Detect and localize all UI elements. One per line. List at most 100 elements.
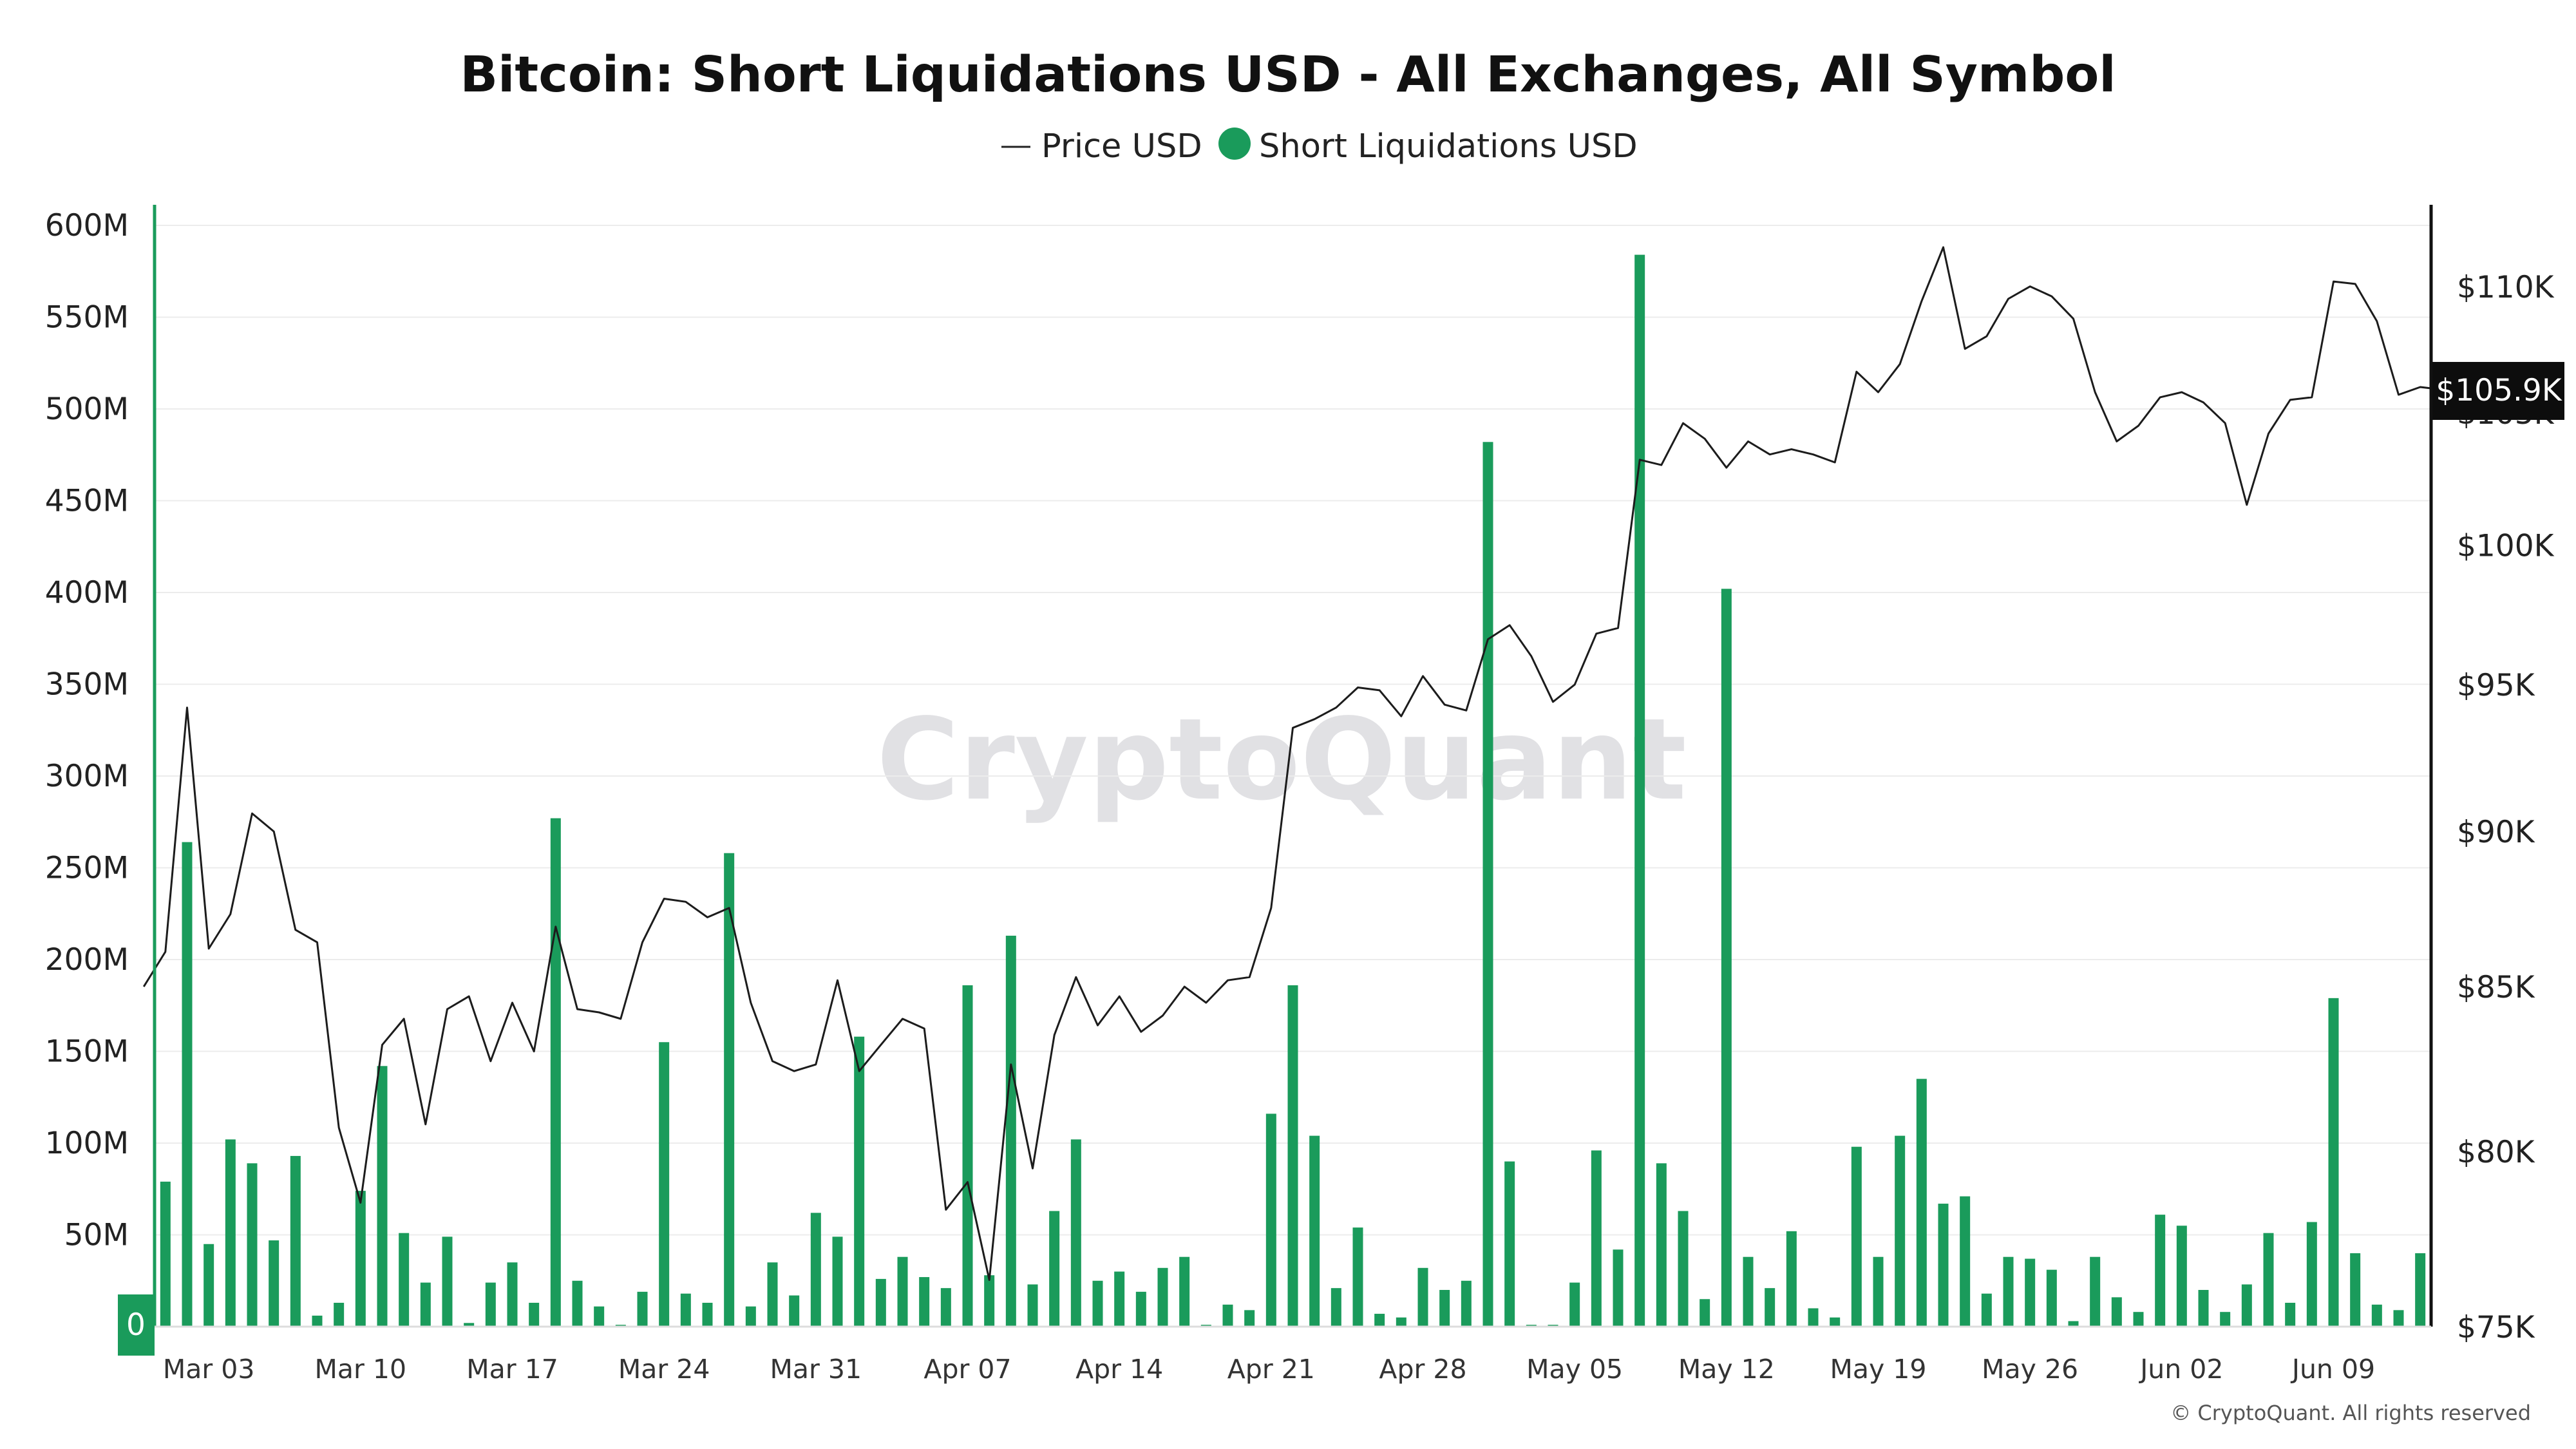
short-liquidation-bar[interactable] [1244,1310,1255,1327]
short-liquidation-bar[interactable] [2328,998,2339,1327]
short-liquidation-bar[interactable] [2003,1256,2014,1327]
short-liquidation-bar[interactable] [399,1233,410,1327]
short-liquidation-bar[interactable] [2025,1258,2036,1327]
short-liquidation-bar[interactable] [2111,1297,2122,1327]
short-liquidation-bar[interactable] [767,1262,778,1327]
short-liquidation-bar[interactable] [290,1155,301,1327]
short-liquidation-bar[interactable] [1092,1280,1103,1327]
short-liquidation-bar[interactable] [810,1213,821,1327]
legend-short-liq-label[interactable]: Short Liquidations USD [1259,128,1638,166]
short-liquidation-bar[interactable] [1504,1161,1515,1327]
short-liquidation-bar[interactable] [2350,1253,2361,1327]
short-liquidation-bar[interactable] [247,1163,258,1327]
short-liquidation-bar[interactable] [1439,1290,1450,1327]
short-liquidation-bar[interactable] [1721,589,1732,1327]
short-liquidation-bar[interactable] [1851,1146,1862,1327]
short-liquidation-bar[interactable] [1743,1256,1754,1327]
short-liquidation-bar[interactable] [984,1275,995,1327]
short-liquidation-bar[interactable] [2068,1321,2079,1327]
short-liquidation-bar[interactable] [442,1236,453,1327]
short-liquidation-bar[interactable] [637,1291,648,1327]
short-liquidation-bar[interactable] [789,1295,800,1327]
short-liquidation-bar[interactable] [1179,1256,1190,1327]
short-liquidation-bar[interactable] [464,1323,475,1327]
short-liquidation-bar[interactable] [1352,1227,1363,1327]
short-liquidation-bar[interactable] [1700,1299,1710,1327]
short-liquidation-bar[interactable] [940,1288,951,1327]
short-liquidation-bar[interactable] [507,1262,518,1327]
short-liquidation-bar[interactable] [1027,1284,1038,1327]
short-liquidation-bar[interactable] [745,1306,756,1327]
short-liquidation-bar[interactable] [724,853,735,1327]
short-liquidation-bar[interactable] [1222,1304,1233,1327]
short-liquidation-bar[interactable] [1765,1288,1776,1327]
short-liquidation-bar[interactable] [485,1282,496,1327]
short-liquidation-bar[interactable] [2176,1226,2187,1327]
short-liquidation-bar[interactable] [1634,254,1645,1327]
short-liquidation-bar[interactable] [334,1302,345,1327]
short-liquidation-bar[interactable] [2371,1304,2382,1327]
short-liquidation-bar[interactable] [160,1181,171,1327]
short-liquidation-bar[interactable] [2415,1253,2426,1327]
short-liquidation-bar[interactable] [550,818,561,1327]
short-liquidation-bar[interactable] [1873,1256,1884,1327]
short-liquidation-bar[interactable] [225,1139,236,1327]
short-liquidation-bar[interactable] [420,1282,431,1327]
short-liquidation-bar[interactable] [312,1315,323,1327]
short-liquidation-bar[interactable] [2393,1310,2404,1327]
short-liquidation-bar[interactable] [1808,1308,1819,1327]
short-liquidation-bar[interactable] [1417,1267,1428,1327]
short-liquidation-bar[interactable] [680,1293,691,1327]
short-liquidation-bar[interactable] [1569,1282,1580,1327]
short-liquidation-bar[interactable] [355,1191,366,1327]
short-liquidation-bar[interactable] [1461,1280,1472,1327]
short-liquidation-bar[interactable] [1135,1291,1146,1327]
short-liquidation-bar[interactable] [1157,1267,1168,1327]
short-liquidation-bar[interactable] [1613,1249,1624,1327]
short-liquidation-bar[interactable] [1656,1163,1667,1327]
short-liquidation-bar[interactable] [1482,442,1493,1327]
short-liquidation-bar[interactable] [2198,1290,2209,1327]
short-liquidation-bar[interactable] [702,1302,713,1327]
short-liquidation-bar[interactable] [1916,1079,1927,1327]
short-liquidation-bar[interactable] [2306,1222,2317,1327]
short-liquidation-bar[interactable] [1591,1150,1602,1327]
short-liquidation-bar[interactable] [1070,1139,1081,1327]
short-liquidation-bar[interactable] [1981,1293,1992,1327]
short-liquidation-bar[interactable] [377,1066,388,1327]
short-liquidation-bar[interactable] [1287,985,1298,1327]
short-liquidation-bar[interactable] [204,1244,214,1327]
short-liquidation-bar[interactable] [2241,1284,2252,1327]
short-liquidation-bar[interactable] [1114,1271,1125,1327]
short-liquidation-bar[interactable] [594,1306,605,1327]
short-liquidation-bar[interactable] [2046,1269,2057,1327]
short-liquidation-bar[interactable] [854,1036,865,1327]
short-liquidation-bar[interactable] [659,1042,670,1327]
short-liquidation-bar[interactable] [2285,1302,2296,1327]
short-liquidation-bar[interactable] [1786,1231,1797,1327]
short-liquidation-bar[interactable] [1396,1317,1406,1327]
short-liquidation-bar[interactable] [1309,1135,1320,1327]
legend-price-label[interactable]: Price USD [1041,128,1202,166]
short-liquidation-bar[interactable] [919,1277,930,1327]
short-liquidation-bar[interactable] [1830,1317,1841,1327]
short-liquidation-bar[interactable] [1374,1314,1385,1327]
short-liquidation-bar[interactable] [1049,1211,1060,1327]
short-liquidation-bar[interactable] [182,842,193,1327]
short-liquidation-bar[interactable] [269,1240,279,1327]
short-liquidation-bar[interactable] [897,1256,908,1327]
short-liquidation-bar[interactable] [2090,1256,2101,1327]
short-liquidation-bar[interactable] [1895,1135,1906,1327]
short-liquidation-bar[interactable] [1265,1113,1276,1327]
short-liquidation-bar[interactable] [529,1302,540,1327]
short-liquidation-bar[interactable] [2155,1215,2166,1327]
short-liquidation-bar[interactable] [875,1278,886,1327]
short-liquidation-bar[interactable] [1005,935,1016,1327]
short-liquidation-bar[interactable] [962,985,973,1327]
short-liquidation-bar[interactable] [832,1236,843,1327]
short-liquidation-bar[interactable] [2133,1312,2144,1327]
short-liquidation-bar[interactable] [2263,1233,2274,1327]
short-liquidation-bar[interactable] [1960,1196,1971,1327]
short-liquidation-bar[interactable] [1678,1211,1689,1327]
short-liquidation-bar[interactable] [572,1280,583,1327]
